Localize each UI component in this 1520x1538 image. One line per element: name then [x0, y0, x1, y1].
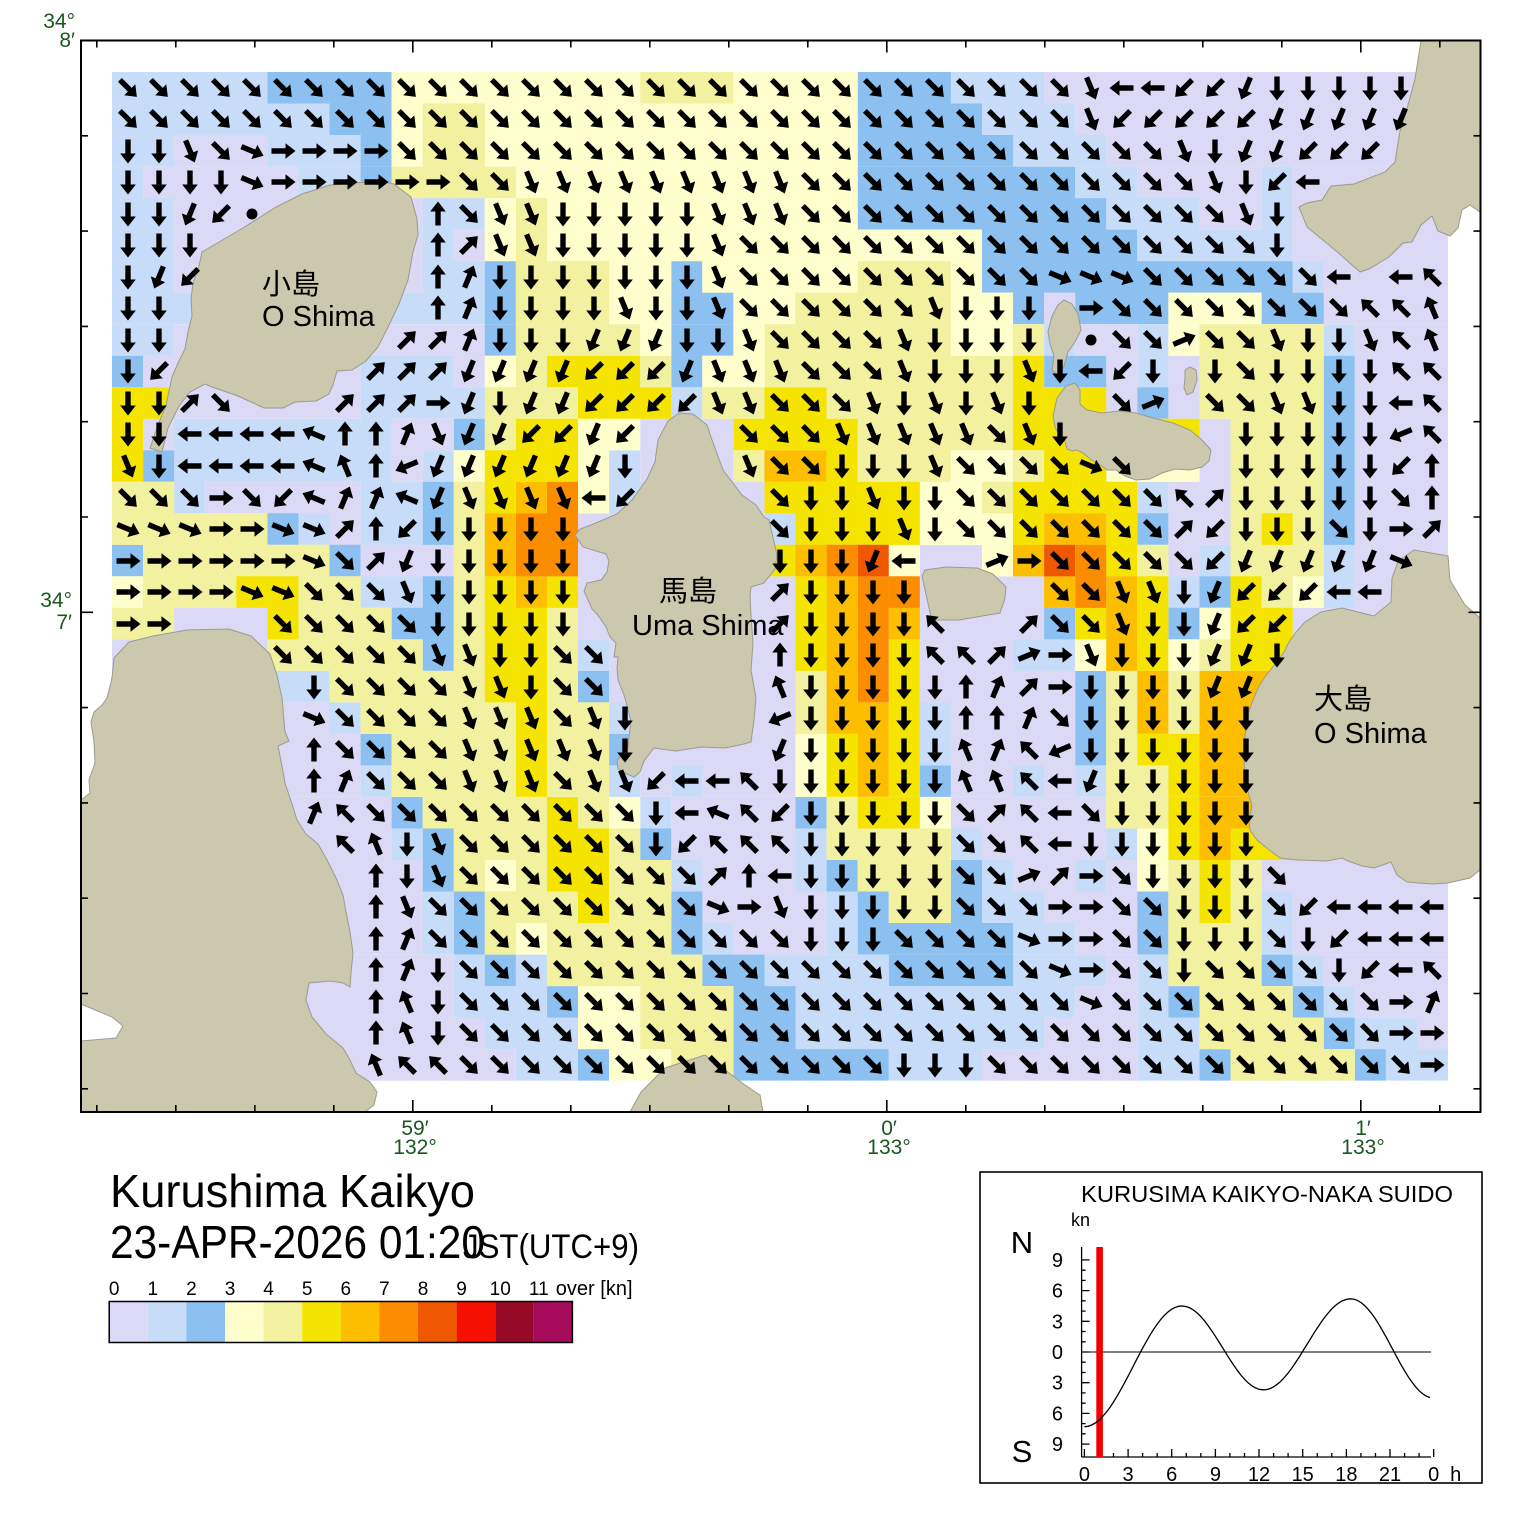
svg-text:小島: 小島	[262, 268, 320, 301]
svg-text:1′: 1′	[1355, 1117, 1371, 1140]
svg-text:59′: 59′	[401, 1117, 428, 1140]
svg-text:10: 10	[490, 1279, 511, 1300]
svg-text:S: S	[1012, 1434, 1033, 1469]
svg-text:23-APR-2026 01:20: 23-APR-2026 01:20	[110, 1216, 485, 1268]
svg-text:馬島: 馬島	[659, 575, 717, 608]
svg-text:18: 18	[1335, 1464, 1357, 1486]
svg-text:O Shima: O Shima	[262, 301, 376, 333]
svg-text:kn: kn	[1071, 1210, 1090, 1230]
svg-text:N: N	[1011, 1225, 1033, 1260]
svg-text:6: 6	[341, 1279, 352, 1300]
svg-text:7: 7	[379, 1279, 390, 1300]
svg-text:34°: 34°	[43, 10, 75, 33]
svg-text:9: 9	[456, 1279, 467, 1300]
svg-text:8′: 8′	[59, 29, 75, 52]
svg-text:7′: 7′	[56, 611, 72, 634]
svg-text:0′: 0′	[881, 1117, 897, 1140]
svg-text:3: 3	[1052, 1311, 1063, 1333]
svg-text:9: 9	[1210, 1464, 1221, 1486]
svg-text:9: 9	[1052, 1434, 1063, 1456]
svg-text:133°: 133°	[1341, 1136, 1384, 1159]
svg-text:大島: 大島	[1314, 683, 1372, 716]
svg-text:6: 6	[1052, 1403, 1063, 1425]
svg-text:6: 6	[1052, 1281, 1063, 1303]
svg-text:2: 2	[186, 1279, 197, 1300]
svg-text:JST(UTC+9): JST(UTC+9)	[463, 1228, 639, 1266]
svg-text:3: 3	[225, 1279, 236, 1300]
svg-text:3: 3	[1052, 1373, 1063, 1395]
svg-text:21: 21	[1379, 1464, 1401, 1486]
svg-text:O Shima: O Shima	[1314, 718, 1428, 750]
svg-text:over [kn]: over [kn]	[556, 1278, 633, 1300]
svg-text:6: 6	[1166, 1464, 1177, 1486]
svg-text:Uma Shima: Uma Shima	[632, 610, 784, 642]
svg-text:KURUSIMA KAIKYO-NAKA SUIDO: KURUSIMA KAIKYO-NAKA SUIDO	[1081, 1181, 1453, 1207]
svg-text:133°: 133°	[867, 1136, 910, 1159]
svg-text:1: 1	[148, 1279, 159, 1300]
svg-text:12: 12	[1248, 1464, 1270, 1486]
svg-text:9: 9	[1052, 1250, 1063, 1272]
svg-text:34°: 34°	[40, 589, 72, 612]
svg-text:5: 5	[302, 1279, 313, 1300]
svg-text:15: 15	[1292, 1464, 1314, 1486]
svg-text:8: 8	[418, 1279, 429, 1300]
svg-text:0: 0	[1079, 1464, 1090, 1486]
svg-text:h: h	[1450, 1464, 1461, 1486]
svg-text:0: 0	[1052, 1342, 1063, 1364]
svg-text:4: 4	[263, 1279, 274, 1300]
svg-text:132°: 132°	[393, 1136, 436, 1159]
svg-text:3: 3	[1122, 1464, 1133, 1486]
svg-text:11: 11	[529, 1279, 549, 1300]
svg-text:0: 0	[1428, 1464, 1439, 1486]
svg-text:Kurushima Kaikyo: Kurushima Kaikyo	[110, 1165, 475, 1217]
svg-text:0: 0	[109, 1279, 120, 1300]
